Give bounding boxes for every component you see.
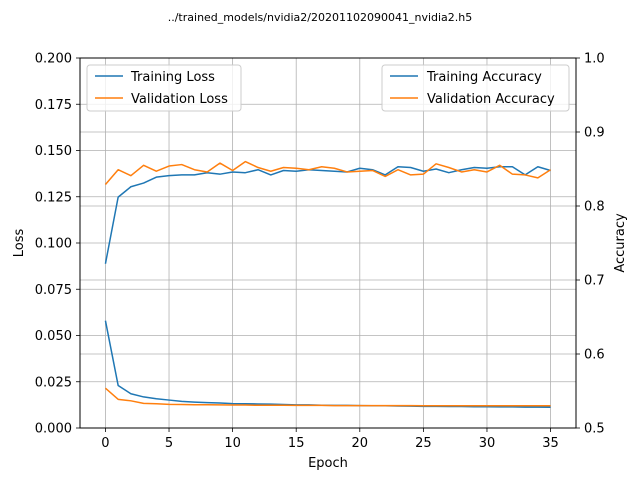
legend-label-validation-accuracy: Validation Accuracy <box>427 92 555 107</box>
y-left-tick-label-0: 0.000 <box>35 422 72 437</box>
series-lines <box>104 160 551 409</box>
x-axis-label: Epoch <box>308 456 348 471</box>
y-right-tick-label-0: 0.5 <box>584 422 605 437</box>
x-tick-label-5: 25 <box>415 436 432 451</box>
legend-right-box <box>381 64 570 112</box>
x-tick-label-3: 15 <box>288 436 305 451</box>
x-tick-label-6: 30 <box>479 436 496 451</box>
grid <box>80 57 576 429</box>
y-axis-right-label: Accuracy <box>613 213 628 273</box>
series-line-training-accuracy <box>104 166 551 264</box>
x-tick-label-2: 10 <box>224 436 241 451</box>
y-right-tick-label-3: 0.8 <box>584 200 605 215</box>
y-left-tick-label-2: 0.050 <box>35 329 72 344</box>
y-right-tick-label-5: 1.0 <box>584 52 605 67</box>
legend-label-training-loss: Training Loss <box>130 70 215 85</box>
series-line-validation-accuracy <box>104 160 551 186</box>
y-axis-left: 0.000 0.025 0.050 0.075 0.100 0.125 0.150 0.175… <box>35 52 80 437</box>
x-tick-label-7: 35 <box>542 436 559 451</box>
y-left-tick-label-8: 0.200 <box>35 52 72 67</box>
legend-label-training-accuracy: Training Accuracy <box>426 70 542 85</box>
y-left-tick-label-5: 0.125 <box>35 190 72 205</box>
y-left-tick-label-3: 0.075 <box>35 283 72 298</box>
y-left-tick-label-7: 0.175 <box>35 98 72 113</box>
chart-title: ../trained_models/nvidia2/20201102090041… <box>168 11 473 24</box>
x-axis: 0 5 10 15 20 25 30 35 <box>101 428 559 451</box>
y-right-tick-label-2: 0.7 <box>584 274 605 289</box>
y-axis-left-label: Loss <box>12 229 27 258</box>
y-left-tick-label-4: 0.100 <box>35 237 72 252</box>
y-axis-right: 0.5 0.6 0.7 0.8 0.9 1.0 <box>576 52 605 437</box>
x-tick-label-0: 0 <box>101 436 109 451</box>
legend-left-box <box>86 64 242 112</box>
y-left-tick-label-6: 0.150 <box>35 144 72 159</box>
series-line-training-loss <box>104 320 551 409</box>
y-left-tick-label-1: 0.025 <box>35 375 72 390</box>
series-line-validation-loss <box>104 387 551 407</box>
y-right-tick-label-1: 0.6 <box>584 348 605 363</box>
legend-left: Training Loss Validation Loss <box>86 64 242 112</box>
legend-right: Training Accuracy Validation Accuracy <box>381 64 570 112</box>
y-right-tick-label-4: 0.9 <box>584 126 605 141</box>
x-tick-label-1: 5 <box>165 436 173 451</box>
x-tick-label-4: 20 <box>352 436 369 451</box>
legend-label-validation-loss: Validation Loss <box>131 92 228 107</box>
